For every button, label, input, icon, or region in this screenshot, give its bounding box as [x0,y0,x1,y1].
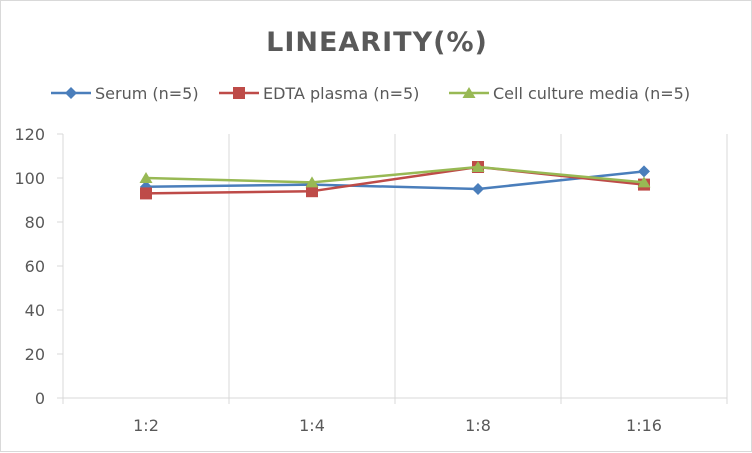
data-point [305,176,319,188]
legend-item: Serum (n=5) [51,84,199,103]
y-tick-label: 40 [25,301,45,320]
data-point [139,172,153,183]
legend-label: EDTA plasma (n=5) [263,84,419,103]
y-tick-label: 100 [14,169,45,188]
legend-marker [233,87,245,99]
x-tick-label: 1:8 [465,416,491,435]
data-point [471,161,485,172]
x-tick-label: 1:16 [626,416,662,435]
x-tick-label: 1:4 [299,416,325,435]
data-point [637,176,651,188]
legend: Serum (n=5) EDTA plasma (n=5) Cell culture… [51,84,690,103]
gridlines [228,134,728,398]
data-point [638,165,650,178]
y-tick-label: 20 [25,345,45,364]
y-tick-label: 0 [35,389,45,408]
data-point [472,183,484,195]
series-layer [139,161,651,200]
series-line [145,165,645,184]
legend-marker [462,87,476,98]
axes: 0 20 40 60 80 100 120 1:2 1:4 1:8 1:16 [14,125,728,435]
legend-label: Serum (n=5) [95,84,199,103]
legend-marker [65,87,77,99]
x-tick-label: 1:2 [133,416,159,435]
y-tick-label: 120 [14,125,45,144]
data-point [140,187,152,200]
legend-label: Cell culture media (n=5) [493,84,690,103]
legend-item: EDTA plasma (n=5) [219,84,419,103]
data-point [306,185,318,198]
series-group [139,161,651,188]
y-tick-label: 60 [25,257,45,276]
chart-title: LINEARITY(%) [266,27,488,58]
series-line [145,170,645,191]
y-tick-label: 80 [25,213,45,232]
legend-item: Cell culture media (n=5) [449,84,690,103]
